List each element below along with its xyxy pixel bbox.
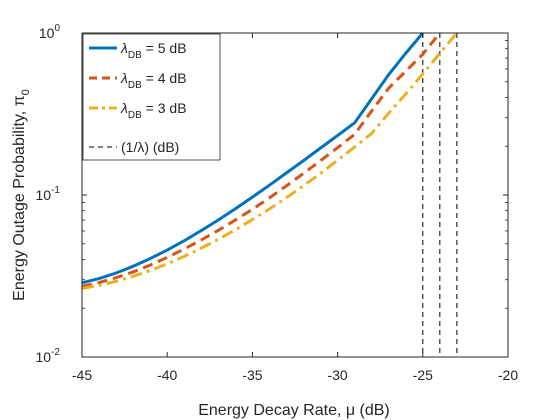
series-line-2	[81, 32, 459, 290]
y-tick-label-1: 10-1	[36, 185, 61, 203]
series-line-1	[81, 32, 442, 288]
x-tick-label-2: -35	[242, 367, 262, 383]
y-axis-title: Energy Outage Probability, π0	[11, 89, 32, 301]
x-tick-label-0: -45	[72, 367, 92, 383]
x-axis-title: Energy Decay Rate, μ (dB)	[198, 402, 390, 419]
axis-titles: Energy Decay Rate, μ (dB) Energy Outage …	[11, 89, 390, 419]
legend-label-reference: (1/λ) (dB)	[121, 139, 179, 155]
legend: λDB = 5 dB λDB = 4 dB λDB = 3 dB (1/λ) (dB)	[82, 33, 221, 161]
series-line-0	[81, 32, 424, 285]
legend-label-0: λDB = 5 dB	[120, 40, 187, 61]
axis-ticks: -45 -40 -35 -30 -25 -20 10-2 10-1 100	[36, 23, 519, 383]
legend-label-1: λDB = 4 dB	[120, 70, 187, 91]
y-axis-title-main: Energy Outage Probability, π	[11, 95, 28, 301]
legend-label-2: λDB = 3 dB	[120, 100, 187, 121]
y-axis-title-subscript: 0	[20, 89, 32, 95]
legend-box	[82, 33, 221, 161]
y-tick-label-2: 100	[39, 23, 61, 41]
x-tick-label-1: -40	[157, 367, 177, 383]
x-tick-label-4: -25	[413, 367, 433, 383]
x-tick-label-5: -20	[498, 367, 518, 383]
y-tick-label-0: 10-2	[36, 347, 61, 365]
x-tick-label-3: -30	[327, 367, 347, 383]
